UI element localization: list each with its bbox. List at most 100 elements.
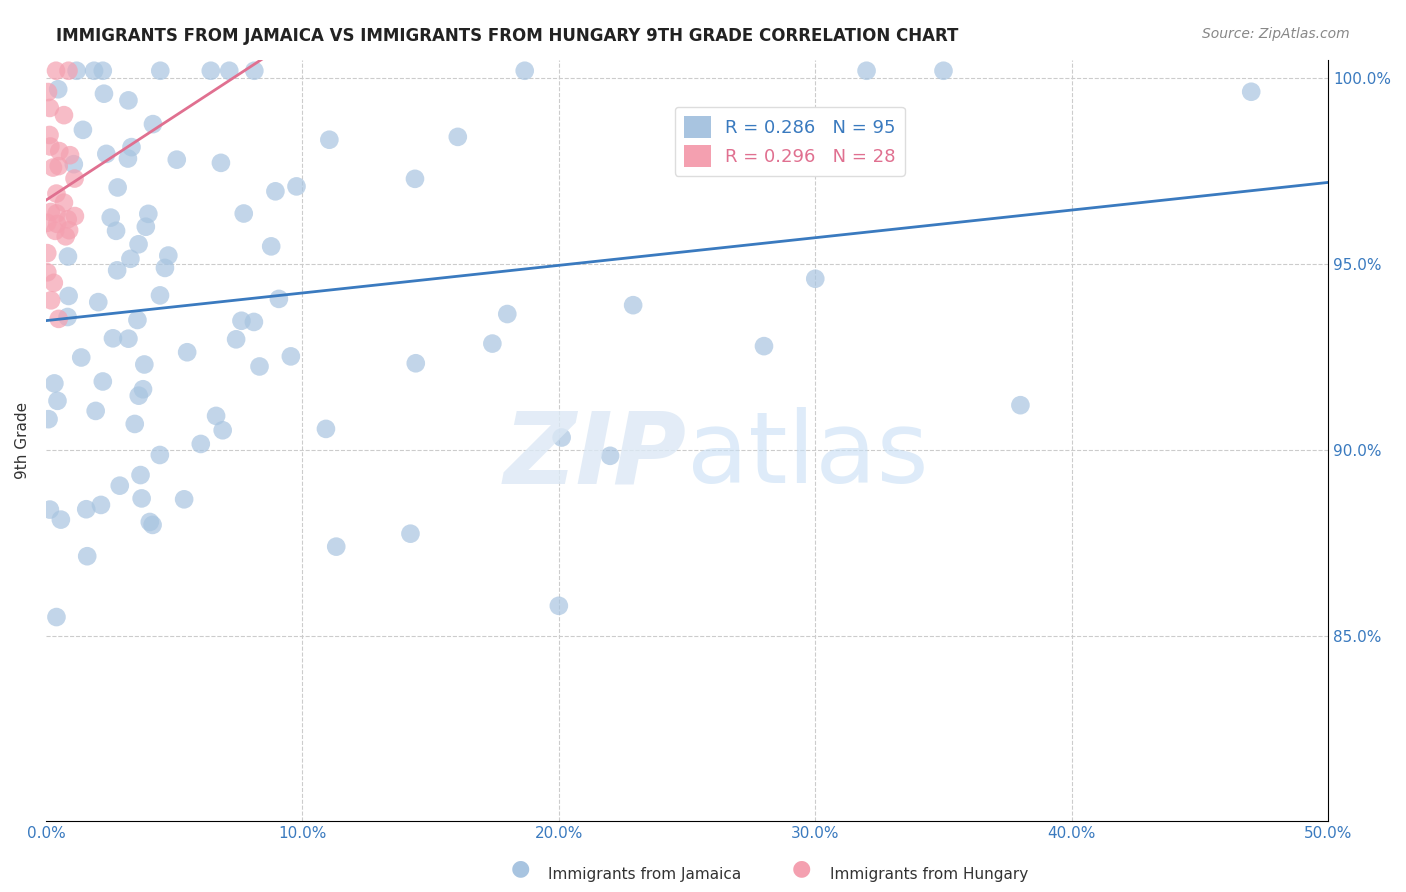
Immigrants from Jamaica [190, 437, 212, 451]
Immigrants from Jamaica [599, 449, 621, 463]
Immigrants from Jamaica [676, 112, 699, 126]
Immigrants from Jamaica [447, 129, 470, 144]
Immigrants from Jamaica [149, 288, 172, 302]
Immigrants from Jamaica [105, 224, 128, 238]
Immigrants from Jamaica [285, 179, 308, 194]
Immigrants from Jamaica [932, 63, 955, 78]
Immigrants from Jamaica [752, 339, 775, 353]
Immigrants from Hungary [37, 265, 59, 279]
Immigrants from Hungary [37, 246, 59, 260]
Text: ●: ● [792, 858, 811, 878]
Immigrants from Jamaica [325, 540, 347, 554]
Immigrants from Jamaica [243, 315, 266, 329]
Immigrants from Jamaica [44, 376, 66, 391]
Immigrants from Jamaica [58, 289, 80, 303]
Immigrants from Jamaica [513, 63, 536, 78]
Immigrants from Jamaica [65, 63, 87, 78]
Immigrants from Hungary [63, 209, 86, 223]
Immigrants from Jamaica [200, 63, 222, 78]
Immigrants from Jamaica [117, 94, 139, 108]
Immigrants from Jamaica [45, 610, 67, 624]
Immigrants from Jamaica [481, 336, 503, 351]
Immigrants from Jamaica [120, 252, 142, 266]
Immigrants from Jamaica [153, 260, 176, 275]
Immigrants from Jamaica [83, 63, 105, 78]
Immigrants from Hungary [45, 63, 67, 78]
Immigrants from Jamaica [231, 314, 253, 328]
Immigrants from Jamaica [91, 375, 114, 389]
Immigrants from Jamaica [107, 180, 129, 194]
Immigrants from Jamaica [550, 430, 572, 444]
Immigrants from Jamaica [70, 351, 93, 365]
Immigrants from Jamaica [117, 152, 139, 166]
Text: ZIP: ZIP [505, 408, 688, 504]
Immigrants from Jamaica [90, 498, 112, 512]
Immigrants from Jamaica [142, 117, 165, 131]
Immigrants from Jamaica [105, 263, 128, 277]
Immigrants from Jamaica [128, 237, 150, 252]
Immigrants from Jamaica [318, 133, 340, 147]
Immigrants from Hungary [44, 224, 66, 238]
Text: Source: ZipAtlas.com: Source: ZipAtlas.com [1202, 27, 1350, 41]
Immigrants from Jamaica [93, 87, 115, 101]
Legend: R = 0.286   N = 95, R = 0.296   N = 28: R = 0.286 N = 95, R = 0.296 N = 28 [675, 107, 904, 176]
Immigrants from Hungary [48, 159, 70, 173]
Immigrants from Jamaica [855, 63, 877, 78]
Immigrants from Jamaica [176, 345, 198, 359]
Immigrants from Jamaica [267, 292, 290, 306]
Immigrants from Jamaica [56, 250, 79, 264]
Immigrants from Hungary [37, 216, 59, 230]
Immigrants from Hungary [56, 212, 79, 227]
Immigrants from Hungary [46, 217, 69, 231]
Immigrants from Jamaica [173, 492, 195, 507]
Immigrants from Hungary [38, 101, 60, 115]
Immigrants from Jamaica [149, 63, 172, 78]
Immigrants from Jamaica [249, 359, 271, 374]
Immigrants from Jamaica [132, 382, 155, 396]
Immigrants from Hungary [45, 186, 67, 201]
Immigrants from Jamaica [46, 393, 69, 408]
Immigrants from Jamaica [142, 517, 165, 532]
Immigrants from Jamaica [38, 502, 60, 516]
Immigrants from Jamaica [404, 171, 426, 186]
Immigrants from Jamaica [547, 599, 569, 613]
Immigrants from Jamaica [315, 422, 337, 436]
Immigrants from Jamaica [100, 211, 122, 225]
Immigrants from Hungary [45, 206, 67, 220]
Immigrants from Jamaica [84, 404, 107, 418]
Immigrants from Jamaica [128, 389, 150, 403]
Text: atlas: atlas [688, 408, 929, 504]
Immigrants from Hungary [58, 223, 80, 237]
Immigrants from Jamaica [139, 515, 162, 529]
Immigrants from Hungary [39, 293, 62, 308]
Immigrants from Hungary [38, 128, 60, 142]
Immigrants from Jamaica [121, 140, 143, 154]
Text: Immigrants from Hungary: Immigrants from Hungary [830, 867, 1028, 881]
Immigrants from Jamaica [225, 332, 247, 346]
Immigrants from Jamaica [127, 313, 149, 327]
Immigrants from Jamaica [46, 82, 69, 96]
Immigrants from Jamaica [157, 248, 180, 262]
Immigrants from Jamaica [108, 478, 131, 492]
Immigrants from Jamaica [1010, 398, 1032, 412]
Immigrants from Jamaica [399, 526, 422, 541]
Immigrants from Jamaica [131, 491, 153, 506]
Text: IMMIGRANTS FROM JAMAICA VS IMMIGRANTS FROM HUNGARY 9TH GRADE CORRELATION CHART: IMMIGRANTS FROM JAMAICA VS IMMIGRANTS FR… [56, 27, 959, 45]
Immigrants from Jamaica [75, 502, 97, 516]
Immigrants from Jamaica [124, 417, 146, 431]
Text: Immigrants from Jamaica: Immigrants from Jamaica [548, 867, 741, 881]
Immigrants from Jamaica [49, 513, 72, 527]
Text: ●: ● [510, 858, 530, 878]
Immigrants from Jamaica [218, 63, 240, 78]
Immigrants from Hungary [52, 195, 75, 210]
Immigrants from Jamaica [496, 307, 519, 321]
Immigrants from Jamaica [117, 332, 139, 346]
Immigrants from Hungary [37, 85, 59, 99]
Immigrants from Jamaica [209, 156, 232, 170]
Immigrants from Jamaica [260, 239, 283, 253]
Immigrants from Hungary [63, 171, 86, 186]
Immigrants from Jamaica [166, 153, 188, 167]
Immigrants from Jamaica [96, 147, 118, 161]
Immigrants from Jamaica [804, 271, 827, 285]
Immigrants from Jamaica [621, 298, 644, 312]
